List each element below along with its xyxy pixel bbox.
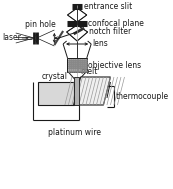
Text: melt: melt bbox=[81, 67, 98, 76]
Polygon shape bbox=[74, 77, 110, 105]
Text: entrance slit: entrance slit bbox=[84, 2, 132, 11]
Text: lens: lens bbox=[92, 40, 108, 49]
Text: crystal: crystal bbox=[42, 72, 68, 81]
Text: objective lens: objective lens bbox=[88, 60, 141, 70]
Polygon shape bbox=[74, 77, 79, 105]
Bar bbox=[38, 82, 74, 105]
Text: platinum wire: platinum wire bbox=[48, 128, 101, 137]
Text: laser: laser bbox=[2, 33, 21, 43]
Text: thermocouple: thermocouple bbox=[116, 92, 169, 101]
Bar bbox=[67, 58, 87, 72]
Text: pin hole: pin hole bbox=[25, 20, 55, 29]
Text: confocal plane: confocal plane bbox=[88, 19, 144, 28]
Text: notch filter: notch filter bbox=[89, 26, 131, 36]
